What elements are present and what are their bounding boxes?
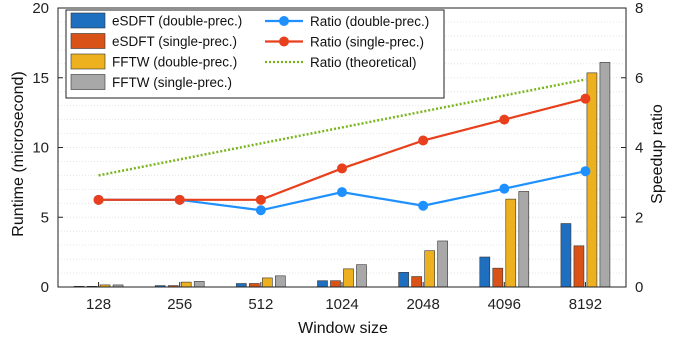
- bar: [193, 281, 205, 288]
- series-point: [580, 166, 591, 177]
- y-axis-title: Runtime (microsecond): [10, 71, 27, 236]
- legend-label: Ratio (single-prec.): [310, 35, 424, 50]
- series-point: [418, 200, 429, 211]
- legend-swatch: [70, 53, 106, 70]
- x-tick-label: 128: [86, 296, 111, 313]
- x-tick-label: 512: [248, 296, 273, 313]
- legend-swatch: [70, 33, 106, 49]
- y2-axis-ticks: 0 2 4 6 8: [621, 0, 643, 296]
- series-point: [580, 93, 591, 104]
- legend-label: Ratio (double-prec.): [310, 14, 429, 29]
- bar: [505, 198, 517, 288]
- bar: [262, 277, 273, 288]
- legend-label: eSDFT (single-prec.): [112, 34, 237, 49]
- bar: [599, 62, 611, 288]
- bar: [236, 283, 247, 288]
- x-tick-label: 8192: [569, 296, 602, 313]
- bar: [356, 264, 367, 288]
- legend-marker: [279, 36, 289, 47]
- y-tick-label: 15: [32, 70, 49, 87]
- legend-swatch: [70, 12, 106, 29]
- bar: [343, 268, 354, 288]
- series-line: [98, 78, 586, 177]
- legend-box: [65, 9, 445, 99]
- bar: [492, 267, 504, 288]
- y2-tick-label: 0: [635, 279, 643, 296]
- series-point: [337, 163, 347, 174]
- legend-entries: eSDFT (double-prec.) eSDFT (single-prec.)…: [70, 12, 429, 90]
- bar: [180, 281, 192, 288]
- legend-label: Ratio (theoretical): [310, 55, 417, 70]
- legend-swatch: [70, 74, 106, 90]
- series-point: [93, 194, 104, 205]
- lines: [93, 78, 591, 216]
- y-axis-ticks: 0 5 10 15 20: [32, 0, 63, 296]
- y2-tick-label: 8: [635, 0, 643, 17]
- bar: [479, 256, 491, 288]
- series-point: [255, 194, 266, 205]
- bar: [398, 272, 409, 288]
- x-tick-label: 256: [167, 296, 192, 313]
- y-tick-label: 10: [32, 140, 49, 157]
- bar: [411, 276, 422, 288]
- x-axis-title: Window size: [298, 320, 388, 337]
- series-point: [499, 114, 510, 125]
- y2-tick-label: 6: [635, 70, 643, 87]
- y-tick-label: 0: [41, 279, 49, 296]
- bar: [275, 275, 286, 288]
- series-point: [174, 194, 185, 205]
- bar: [437, 240, 448, 288]
- y-tick-label: 20: [32, 0, 49, 17]
- x-axis-ticks: 128 256 512 1024 2048 4096 8192: [86, 282, 602, 313]
- legend-label: FFTW (double-prec.): [112, 55, 237, 70]
- series-point: [418, 135, 429, 146]
- y2-tick-label: 4: [635, 140, 643, 157]
- bar: [249, 283, 260, 288]
- series-point: [499, 183, 510, 194]
- series-point: [255, 205, 266, 216]
- bar: [424, 250, 435, 288]
- bar: [317, 280, 328, 288]
- x-tick-label: 4096: [488, 296, 521, 313]
- bar: [330, 280, 341, 288]
- bar: [573, 245, 585, 288]
- y2-axis-title: Speedup ratio: [649, 104, 666, 204]
- legend: eSDFT (double-prec.) eSDFT (single-prec.)…: [65, 9, 445, 99]
- bar: [560, 223, 572, 288]
- bar: [518, 191, 530, 288]
- x-tick-label: 2048: [406, 296, 439, 313]
- y2-tick-label: 2: [635, 209, 643, 226]
- series-point: [337, 187, 347, 198]
- legend-label: eSDFT (double-prec.): [112, 14, 242, 29]
- bar: [586, 72, 598, 288]
- y-tick-label: 5: [41, 209, 49, 226]
- x-tick-label: 1024: [325, 296, 358, 313]
- legend-marker: [279, 16, 289, 26]
- legend-label: FFTW (single-prec.): [112, 75, 232, 90]
